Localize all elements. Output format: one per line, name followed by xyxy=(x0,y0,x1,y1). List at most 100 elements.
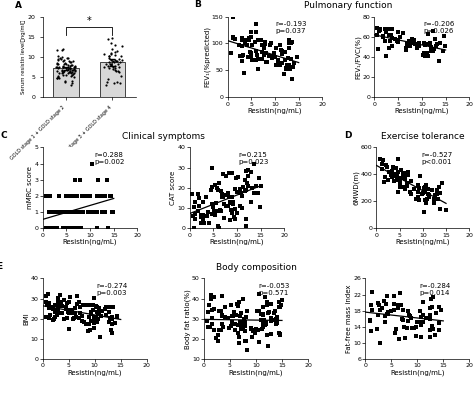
Point xyxy=(274,59,282,65)
Point xyxy=(404,318,412,325)
Point xyxy=(414,194,422,201)
Point xyxy=(69,209,77,216)
Point xyxy=(260,321,268,328)
Point xyxy=(440,33,448,39)
Point xyxy=(414,189,421,195)
Point xyxy=(238,35,246,41)
Point xyxy=(229,198,237,205)
Point xyxy=(252,183,259,190)
Point xyxy=(241,188,249,195)
Point xyxy=(273,314,281,320)
Text: Body composition: Body composition xyxy=(216,263,296,272)
Point xyxy=(255,175,263,181)
Point xyxy=(70,316,77,322)
Point xyxy=(92,314,100,321)
Point xyxy=(189,213,197,219)
Point xyxy=(64,55,72,61)
Point xyxy=(225,170,232,176)
Point xyxy=(75,209,83,216)
Point xyxy=(44,193,52,199)
Point xyxy=(111,67,119,74)
Point xyxy=(251,330,258,336)
Point xyxy=(105,55,112,62)
Point xyxy=(247,324,255,331)
Point xyxy=(264,342,272,349)
Point xyxy=(224,189,231,196)
Point xyxy=(251,328,258,335)
Point xyxy=(63,209,71,216)
Point xyxy=(396,290,404,297)
Point xyxy=(70,193,78,199)
Point xyxy=(71,67,78,74)
Point xyxy=(384,26,392,33)
Point xyxy=(421,53,429,60)
Point xyxy=(433,40,441,47)
Point xyxy=(99,209,106,216)
Point xyxy=(195,203,203,209)
Point xyxy=(64,66,72,73)
Point xyxy=(53,225,60,232)
Point xyxy=(393,175,401,182)
Point xyxy=(285,40,292,47)
Point xyxy=(253,20,260,27)
Point xyxy=(117,58,124,65)
Point xyxy=(238,192,246,199)
Point xyxy=(77,225,85,232)
Point xyxy=(244,173,252,179)
Point xyxy=(226,198,234,205)
Point xyxy=(57,56,64,62)
Point xyxy=(76,304,83,310)
Point xyxy=(77,209,84,216)
Point xyxy=(402,47,410,53)
Point xyxy=(212,335,219,342)
Point xyxy=(109,64,117,71)
Point xyxy=(239,296,246,302)
Point xyxy=(374,325,381,332)
Point xyxy=(105,309,113,315)
Point xyxy=(237,309,244,316)
Point xyxy=(399,174,406,181)
Point xyxy=(100,193,108,199)
Point xyxy=(228,170,236,176)
Point xyxy=(78,312,85,319)
Point xyxy=(115,69,123,76)
Point xyxy=(68,61,75,68)
Point xyxy=(55,295,62,301)
Point xyxy=(247,34,255,40)
Point xyxy=(49,317,57,324)
Point xyxy=(55,57,62,63)
Point xyxy=(62,78,69,85)
Point xyxy=(108,50,115,56)
Point xyxy=(441,43,448,50)
Point xyxy=(268,317,275,324)
Point xyxy=(60,209,68,216)
Point xyxy=(65,310,73,317)
Point xyxy=(427,295,435,302)
Point xyxy=(277,331,284,337)
Point xyxy=(215,326,223,333)
Point xyxy=(109,209,117,216)
Point xyxy=(219,193,227,200)
Point xyxy=(58,67,65,74)
Point xyxy=(385,169,393,176)
Point xyxy=(406,313,414,320)
Point xyxy=(219,170,227,177)
Point xyxy=(245,34,252,41)
Point xyxy=(374,312,382,319)
Point xyxy=(113,68,120,74)
Point xyxy=(73,292,81,299)
Point xyxy=(405,311,413,318)
Point xyxy=(101,209,109,216)
Point xyxy=(104,76,112,83)
Point xyxy=(287,39,295,46)
Point xyxy=(408,324,416,331)
Point xyxy=(390,164,397,170)
Point xyxy=(111,56,119,63)
Point xyxy=(229,201,237,208)
Point xyxy=(190,204,198,210)
Point xyxy=(415,40,422,46)
Point xyxy=(68,69,75,75)
Point xyxy=(429,326,437,333)
Point xyxy=(109,320,116,327)
Point xyxy=(55,74,63,81)
